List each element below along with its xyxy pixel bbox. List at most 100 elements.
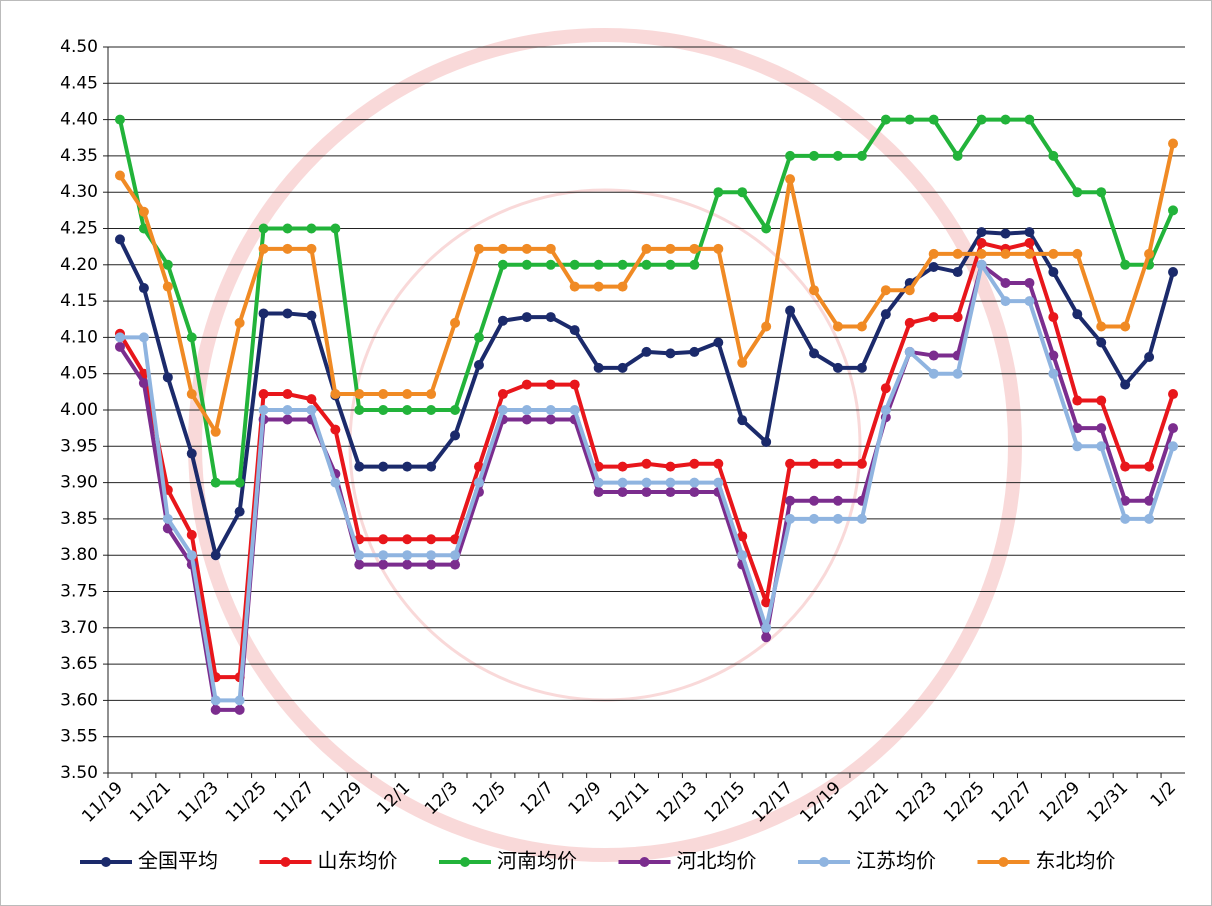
data-point xyxy=(785,150,796,161)
data-point xyxy=(665,461,676,472)
data-point xyxy=(713,337,724,348)
data-point xyxy=(378,389,389,400)
data-point xyxy=(761,321,772,332)
data-point xyxy=(402,461,413,472)
data-point xyxy=(713,243,724,254)
data-point xyxy=(1048,248,1059,259)
data-point xyxy=(282,405,293,415)
legend-label: 河北均价 xyxy=(677,849,757,873)
data-point xyxy=(1168,138,1179,149)
data-point xyxy=(138,283,149,294)
data-point xyxy=(713,458,724,469)
y-tick-label: 4.00 xyxy=(60,400,98,420)
data-point xyxy=(497,405,508,415)
data-point xyxy=(497,243,508,254)
data-point xyxy=(569,325,580,336)
data-point xyxy=(258,243,269,254)
data-point xyxy=(665,259,676,270)
data-point xyxy=(737,415,748,426)
data-point xyxy=(354,550,365,561)
data-point xyxy=(330,389,341,400)
data-point xyxy=(928,368,939,379)
data-point xyxy=(1144,248,1155,259)
data-point xyxy=(497,389,508,400)
data-point xyxy=(641,346,652,357)
data-point xyxy=(282,414,293,425)
data-point xyxy=(258,308,269,319)
data-point xyxy=(832,362,843,373)
data-point xyxy=(617,259,628,270)
data-point xyxy=(234,477,245,488)
data-point xyxy=(593,281,604,292)
data-point xyxy=(162,372,173,383)
data-point xyxy=(928,114,939,125)
data-point xyxy=(832,513,843,524)
data-point xyxy=(832,321,843,332)
data-point xyxy=(641,487,652,498)
data-point xyxy=(1000,277,1011,288)
data-point xyxy=(1024,227,1035,238)
data-point xyxy=(1072,309,1083,320)
data-point xyxy=(1144,513,1155,524)
data-point xyxy=(138,206,149,217)
data-point xyxy=(306,243,317,254)
data-point xyxy=(1120,379,1131,390)
data-point xyxy=(473,359,484,370)
data-point xyxy=(1048,350,1059,361)
data-point xyxy=(545,312,556,323)
data-point xyxy=(1024,248,1035,259)
data-point xyxy=(1144,461,1155,472)
data-point xyxy=(785,513,796,524)
data-point xyxy=(1096,423,1107,434)
data-point xyxy=(450,405,461,415)
data-point xyxy=(114,234,125,245)
legend-label: 山东均价 xyxy=(318,849,398,873)
data-point xyxy=(186,448,197,459)
data-point xyxy=(1120,495,1131,506)
data-point xyxy=(402,405,413,415)
y-tick-label: 4.45 xyxy=(60,73,98,93)
data-point xyxy=(402,550,413,561)
data-point xyxy=(306,310,317,321)
data-point xyxy=(210,426,221,437)
data-point xyxy=(450,430,461,441)
data-point xyxy=(737,357,748,368)
data-point xyxy=(306,223,317,234)
y-tick-label: 4.30 xyxy=(60,182,98,202)
data-point xyxy=(809,285,820,296)
data-point xyxy=(1120,461,1131,472)
y-tick-label: 4.15 xyxy=(60,291,98,311)
data-point xyxy=(928,312,939,323)
data-point xyxy=(282,243,293,254)
data-point xyxy=(354,559,365,570)
data-point xyxy=(1048,150,1059,161)
data-point xyxy=(258,405,269,415)
data-point xyxy=(761,632,772,643)
data-point xyxy=(1024,238,1035,249)
data-point xyxy=(545,414,556,425)
data-point xyxy=(569,405,580,415)
data-point xyxy=(1096,395,1107,406)
data-point xyxy=(210,477,221,488)
data-point xyxy=(210,704,221,715)
data-point xyxy=(426,550,437,561)
data-point xyxy=(234,704,245,715)
data-point xyxy=(354,405,365,415)
data-point xyxy=(761,436,772,447)
data-point xyxy=(450,317,461,328)
data-point xyxy=(114,341,125,352)
legend-marker xyxy=(819,857,829,867)
data-point xyxy=(186,389,197,400)
y-tick-label: 3.95 xyxy=(60,436,98,456)
legend-label: 东北均价 xyxy=(1036,849,1116,873)
data-point xyxy=(689,458,700,469)
y-tick-label: 3.75 xyxy=(60,582,98,602)
data-point xyxy=(521,312,532,323)
data-point xyxy=(976,227,987,238)
data-point xyxy=(737,550,748,561)
data-point xyxy=(1000,228,1011,239)
data-point xyxy=(258,223,269,234)
y-tick-label: 4.50 xyxy=(60,37,98,57)
data-point xyxy=(976,238,987,249)
data-point xyxy=(665,348,676,359)
